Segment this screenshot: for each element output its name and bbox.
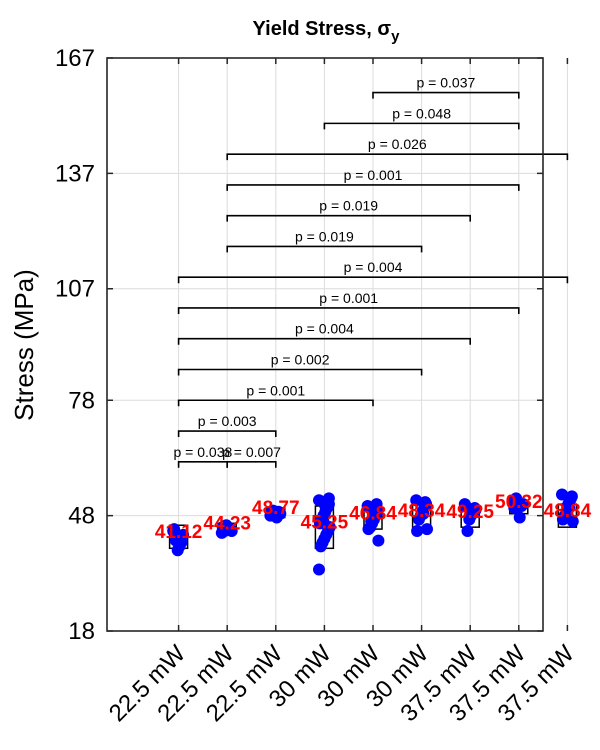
- bracket-line: [177, 460, 228, 468]
- data-point: [317, 515, 330, 528]
- chart-title-main: Yield Stress, σ: [253, 18, 392, 40]
- bracket-line: [177, 276, 569, 284]
- data-point: [168, 523, 181, 536]
- significance-bracket: p = 0.004: [177, 259, 569, 284]
- p-value-label: p = 0.019: [295, 228, 354, 244]
- bracket-line: [177, 337, 471, 345]
- data-point: [410, 494, 423, 507]
- p-value-label: p = 0.037: [417, 75, 476, 91]
- y-axis-label: Stress (MPa): [9, 269, 39, 421]
- significance-bracket: p = 0.004: [177, 321, 471, 345]
- data-point: [171, 544, 184, 557]
- significance-bracket: p = 0.002: [177, 351, 423, 376]
- bracket-line: [177, 430, 277, 438]
- data-point: [510, 492, 523, 505]
- data-point: [361, 500, 374, 513]
- data-point: [556, 513, 569, 526]
- data-point: [565, 492, 577, 505]
- significance-bracket: p = 0.019: [226, 198, 471, 222]
- bracket-line: [226, 214, 471, 222]
- p-value-label: p = 0.001: [319, 290, 378, 306]
- data-point: [513, 511, 526, 524]
- significance-bracket: p = 0.007: [222, 444, 281, 468]
- bracket-line: [372, 91, 520, 99]
- data-point: [365, 515, 378, 528]
- data-point: [313, 563, 325, 576]
- data-point: [216, 521, 229, 534]
- significance-bracket: p = 0.003: [177, 413, 277, 438]
- data-point: [370, 498, 383, 511]
- bracket-line: [177, 368, 423, 376]
- significance-bracket: p = 0.026: [226, 136, 569, 161]
- p-value-label: p = 0.003: [198, 413, 257, 429]
- mean-label: 41.12: [155, 522, 203, 543]
- p-value-label: p = 0.002: [271, 351, 330, 367]
- mean-label: 49.25: [446, 502, 494, 523]
- data-point: [417, 507, 430, 520]
- data-point: [265, 506, 278, 519]
- p-value-label: p = 0.004: [295, 321, 354, 337]
- data-point: [169, 534, 182, 547]
- data-point: [463, 513, 476, 526]
- mean-label: 48.34: [398, 501, 446, 522]
- mean-label: 48.84: [544, 501, 592, 522]
- y-tick-label: 137: [55, 160, 95, 187]
- data-point: [319, 500, 332, 513]
- p-value-label: p = 0.001: [344, 167, 403, 183]
- data-point: [419, 496, 432, 509]
- bracket-line: [226, 245, 423, 253]
- data-point: [461, 525, 474, 538]
- mean-label: 44.23: [203, 513, 251, 534]
- data-point: [314, 540, 327, 553]
- data-point: [469, 503, 482, 516]
- significance-bracket: p = 0.037: [372, 75, 520, 99]
- y-tick-label: 78: [68, 387, 95, 414]
- mean-label: 46.84: [349, 504, 397, 525]
- mean-label: 45.25: [301, 512, 349, 533]
- data-points: [167, 488, 579, 576]
- data-point: [508, 501, 521, 514]
- chart-title: Yield Stress, σy: [253, 18, 401, 45]
- y-tick-label: 48: [68, 503, 95, 530]
- p-value-label: p = 0.048: [392, 105, 451, 121]
- bracket-line: [226, 460, 277, 468]
- bracket-line: [177, 307, 520, 314]
- p-value-label: p = 0.004: [344, 259, 403, 275]
- mean-label: 48.77: [252, 498, 300, 519]
- significance-bracket: p = 0.001: [177, 382, 374, 407]
- bracket-line: [177, 399, 374, 407]
- p-value-label: p = 0.038: [174, 444, 233, 460]
- data-point: [372, 534, 385, 547]
- significance-bracket: p = 0.001: [226, 167, 520, 191]
- chart-title-subscript: y: [391, 28, 400, 45]
- y-tick-label: 107: [55, 276, 95, 303]
- p-value-label: p = 0.019: [319, 198, 378, 214]
- y-tick-label: 167: [55, 45, 95, 72]
- significance-bracket: p = 0.019: [226, 228, 423, 253]
- data-point: [411, 525, 424, 538]
- data-point: [421, 523, 433, 536]
- mean-label: 50.32: [495, 492, 543, 513]
- y-tick-label: 18: [68, 618, 95, 645]
- significance-bracket: p = 0.001: [177, 290, 520, 314]
- p-value-label: p = 0.007: [222, 444, 281, 460]
- significance-bracket: p = 0.048: [323, 105, 520, 130]
- p-value-label: p = 0.026: [368, 136, 427, 152]
- bracket-line: [323, 122, 520, 130]
- data-point: [563, 501, 576, 514]
- p-value-label: p = 0.001: [246, 382, 305, 398]
- bracket-line: [226, 184, 520, 191]
- data-point: [459, 500, 472, 513]
- bracket-line: [226, 153, 569, 161]
- data-point: [566, 515, 579, 528]
